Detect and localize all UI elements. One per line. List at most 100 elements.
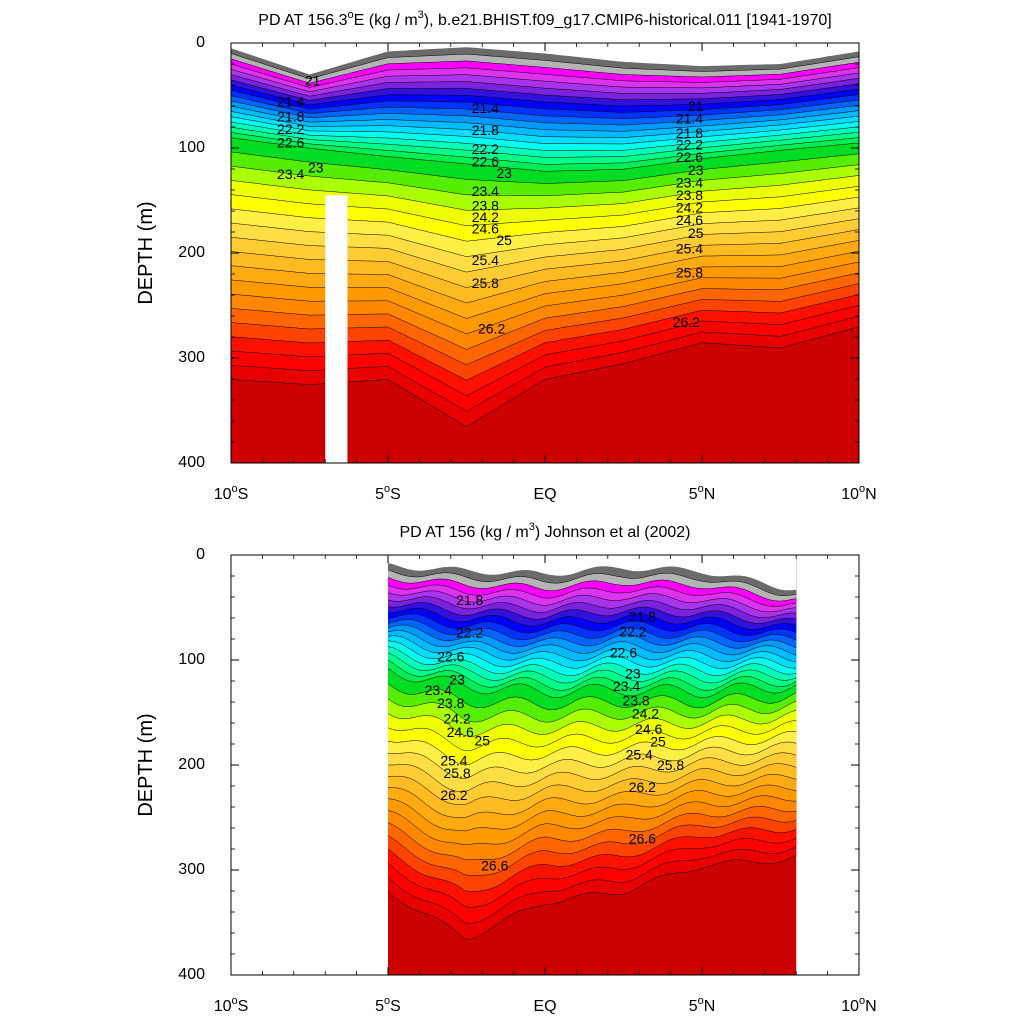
contour-line xyxy=(231,132,859,165)
contour-line xyxy=(387,613,797,636)
contour-line xyxy=(387,624,797,649)
contour-label: 24.6 xyxy=(447,724,474,740)
y-tick-label: 200 xyxy=(178,756,205,773)
contour-label: 25.4 xyxy=(626,746,653,762)
contour-label: 26.2 xyxy=(478,320,505,336)
contour-line xyxy=(231,58,859,84)
contour-label: 25.8 xyxy=(657,757,684,773)
contour-line xyxy=(387,806,797,861)
contour-label: 21 xyxy=(305,73,321,89)
contour-label: 23 xyxy=(308,160,324,176)
contour-label: 22.2 xyxy=(619,623,646,639)
contour-line xyxy=(387,784,797,832)
contour-label: 21.8 xyxy=(472,122,499,138)
y-axis-label: DEPTH (m) xyxy=(135,201,157,304)
contour-label: 21.8 xyxy=(629,609,656,625)
contour-label: 24.2 xyxy=(676,200,703,216)
contour-line xyxy=(387,652,797,684)
contour-label: 22.6 xyxy=(676,149,703,165)
contour-line xyxy=(231,79,859,101)
contour-label: 25.4 xyxy=(472,252,499,268)
contour-label: 23 xyxy=(688,162,704,178)
contour-line xyxy=(387,730,797,766)
contour-line xyxy=(231,84,859,107)
contour-label: 26.6 xyxy=(629,830,656,846)
contour-line xyxy=(387,795,797,846)
y-tick-label: 100 xyxy=(178,651,205,668)
contour-label: 21.4 xyxy=(277,94,304,110)
x-tick-label: EQ xyxy=(533,486,556,503)
x-tick-label: 10oN xyxy=(841,995,876,1015)
contour-label: 24.6 xyxy=(676,212,703,228)
contour-label: 25.8 xyxy=(443,765,470,781)
contour-label: 22.2 xyxy=(456,624,483,640)
contour-label: 22.6 xyxy=(277,135,304,151)
contour-line xyxy=(387,596,797,618)
contour-label: 22.2 xyxy=(472,141,499,157)
contour-line xyxy=(387,763,797,805)
contour-label: 23.4 xyxy=(472,183,499,199)
contour-line xyxy=(387,855,797,940)
y-tick-label: 400 xyxy=(178,966,205,983)
contour-label: 23 xyxy=(496,165,512,181)
x-tick-label: EQ xyxy=(533,998,556,1015)
contour-label: 23.4 xyxy=(425,682,452,698)
chart-title: PD AT 156 (kg / m3) Johnson et al (2002) xyxy=(399,521,690,541)
plot-area: 21.822.222.62323.423.824.224.62525.425.8… xyxy=(387,555,797,975)
y-tick-label: 300 xyxy=(178,349,205,366)
x-tick-label: 5oN xyxy=(689,995,716,1015)
contour-line xyxy=(387,710,797,737)
contour-line xyxy=(387,683,797,711)
contour-line xyxy=(231,95,859,119)
contour-label: 23 xyxy=(625,665,641,681)
top-panel: 2121.421.822.222.62323.421.421.822.222.6… xyxy=(135,9,877,503)
contour-label: 23.4 xyxy=(613,678,640,694)
contour-label: 23.8 xyxy=(622,693,649,709)
contour-label: 25.8 xyxy=(676,265,703,281)
x-tick-label: 10oN xyxy=(841,483,876,503)
contour-label: 23.4 xyxy=(277,166,304,182)
y-tick-label: 100 xyxy=(178,139,205,156)
contour-label: 23.8 xyxy=(676,187,703,203)
contour-line xyxy=(231,90,859,113)
contour-line xyxy=(231,151,859,184)
contour-label: 25 xyxy=(474,733,490,749)
plot-area: 2121.421.822.222.62323.421.421.822.222.6… xyxy=(231,43,859,463)
contour-label: 22.2 xyxy=(676,137,703,153)
y-tick-label: 0 xyxy=(196,546,205,563)
contour-line xyxy=(388,752,797,793)
contour-label: 24.2 xyxy=(632,705,659,721)
contour-line xyxy=(231,121,859,151)
contour-line xyxy=(231,116,859,145)
contour-line xyxy=(387,607,797,630)
contour-line xyxy=(231,105,859,132)
contour-label: 21.4 xyxy=(676,110,703,126)
contour-line xyxy=(387,590,797,613)
contour-line xyxy=(387,602,797,624)
contour-line xyxy=(387,584,797,607)
contour-line xyxy=(387,577,797,602)
contour-line xyxy=(387,630,797,656)
y-tick-label: 300 xyxy=(178,861,205,878)
contour-label: 26.6 xyxy=(481,858,508,874)
contour-line xyxy=(387,720,797,752)
contour-label: 24.6 xyxy=(472,221,499,237)
contour-label: 23.8 xyxy=(437,695,464,711)
contour-line xyxy=(387,635,797,663)
contour-line xyxy=(231,53,859,80)
contour-line xyxy=(387,640,797,669)
contour-label: 21 xyxy=(688,98,704,114)
contour-label: 22.2 xyxy=(277,121,304,137)
contour-line xyxy=(231,137,859,172)
contour-label: 23.4 xyxy=(676,174,703,190)
contour-label: 26.2 xyxy=(629,779,656,795)
contour-label: 25 xyxy=(650,734,666,750)
contour-line xyxy=(231,126,859,158)
contour-line xyxy=(387,741,797,779)
contour-label: 25.4 xyxy=(676,241,703,257)
contour-line xyxy=(231,100,859,126)
contour-label: 24.2 xyxy=(443,711,470,727)
contour-line xyxy=(231,164,859,197)
contour-label: 23 xyxy=(449,672,465,688)
